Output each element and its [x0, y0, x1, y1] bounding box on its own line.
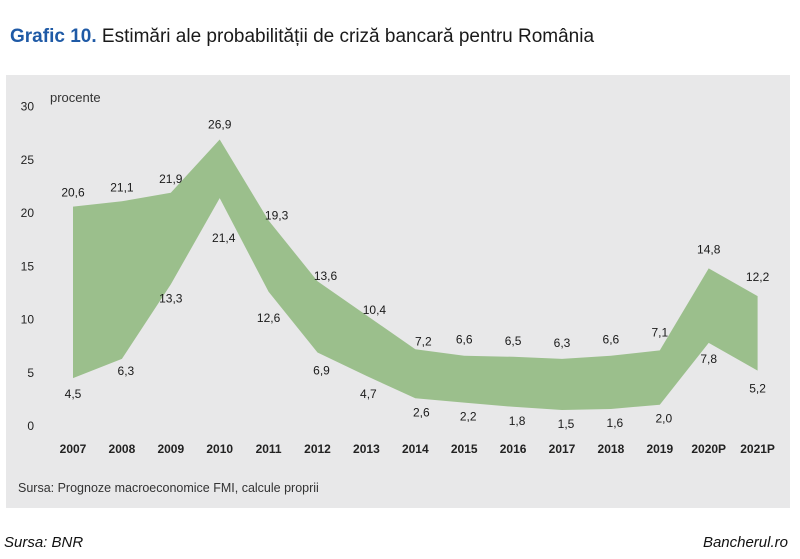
y-tick-label: 20: [21, 206, 35, 220]
x-tick-label: 2013: [353, 442, 380, 456]
y-tick-label: 5: [27, 366, 34, 380]
data-label-lower: 2,2: [460, 410, 477, 424]
x-tick-label: 2009: [157, 442, 184, 456]
data-label-lower: 7,8: [700, 352, 717, 366]
data-label-lower: 4,7: [360, 387, 377, 401]
y-unit-label: procente: [50, 90, 101, 105]
data-label-upper: 6,5: [505, 334, 522, 348]
data-label-lower: 1,5: [558, 417, 575, 431]
chart-title-text: Estimări ale probabilității de criză ban…: [101, 26, 595, 47]
data-label-upper: 6,3: [554, 336, 571, 350]
data-label-upper: 13,6: [314, 269, 338, 283]
data-label-lower: 2,6: [413, 405, 430, 419]
data-label-upper: 6,6: [456, 333, 473, 347]
data-label-upper: 19,3: [265, 208, 289, 222]
y-tick-label: 25: [21, 153, 35, 167]
data-label-upper: 7,2: [415, 334, 432, 348]
x-tick-label: 2011: [256, 442, 282, 456]
y-tick-label: 0: [27, 419, 34, 433]
data-label-lower: 4,5: [65, 387, 82, 401]
chart-panel: 0 5 10 15 20 25 30 procente 2007 2008 2009 2010 2011…: [6, 75, 790, 508]
x-tick-label: 2019: [646, 442, 673, 456]
data-label-lower: 6,9: [313, 364, 330, 378]
x-tick-label: 2008: [109, 442, 136, 456]
footer-source: Sursa: BNR: [4, 534, 84, 551]
y-tick-label: 15: [21, 259, 35, 273]
x-tick-label: 2020P: [691, 442, 726, 456]
data-label-upper: 12,2: [746, 270, 770, 284]
chart-title-prefix: Grafic 10.: [10, 26, 97, 47]
data-label-upper: 6,6: [603, 333, 620, 347]
data-label-upper: 21,9: [159, 172, 183, 186]
data-label-lower: 2,0: [655, 412, 672, 426]
footer-brand: Bancherul.ro: [702, 534, 788, 551]
data-label-lower: 21,4: [212, 231, 236, 245]
x-tick-label: 2021P: [740, 442, 775, 456]
x-tick-label: 2016: [500, 442, 527, 456]
data-label-lower: 5,2: [749, 382, 766, 396]
x-tick-label: 2007: [60, 442, 87, 456]
x-tick-label: 2018: [598, 442, 625, 456]
data-label-upper: 7,1: [651, 325, 668, 339]
chart-svg: 0 5 10 15 20 25 30 procente 2007 2008 2009 2010 2011…: [21, 90, 775, 456]
data-label-upper: 26,9: [208, 118, 232, 132]
x-tick-label: 2012: [304, 442, 331, 456]
data-label-lower: 1,8: [509, 414, 526, 428]
data-label-upper: 10,4: [363, 303, 387, 317]
data-label-lower: 6,3: [118, 364, 135, 378]
data-label-lower: 12,6: [257, 311, 281, 325]
data-label-lower: 13,3: [159, 291, 183, 305]
data-label-upper: 14,8: [697, 242, 721, 256]
x-tick-label: 2010: [206, 442, 233, 456]
source-note: Sursa: Prognoze macroeconomice FMI, calc…: [18, 481, 319, 495]
y-tick-label: 30: [21, 100, 35, 114]
data-label-upper: 20,6: [61, 186, 85, 200]
chart-title: Grafic 10. Estimări ale probabilității d…: [10, 26, 594, 48]
x-tick-label: 2015: [451, 442, 478, 456]
data-label-lower: 1,6: [607, 416, 624, 430]
x-tick-label: 2014: [402, 442, 429, 456]
y-tick-label: 10: [21, 313, 35, 327]
x-tick-label: 2017: [549, 442, 576, 456]
probability-band: [73, 139, 758, 410]
data-label-upper: 21,1: [110, 180, 134, 194]
